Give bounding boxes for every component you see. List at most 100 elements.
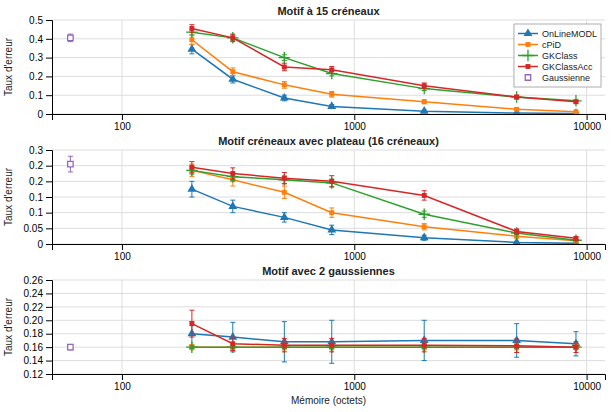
y-tick: 0 — [37, 109, 52, 120]
y-tick: 0.16 — [24, 342, 52, 353]
marker — [420, 106, 429, 114]
marker — [570, 234, 581, 244]
y-tick: 0.24 — [24, 288, 52, 299]
x-tick-label: 1000 — [344, 251, 367, 262]
y-tick: 0.20 — [24, 315, 52, 326]
y-tick-mark — [46, 293, 52, 294]
title: Motif à 15 créneaux — [277, 5, 380, 17]
series — [187, 320, 580, 363]
marker — [420, 233, 429, 241]
marker — [189, 321, 194, 326]
y-tick: 0.5 — [29, 15, 52, 26]
marker — [574, 236, 579, 241]
y-tick-mark — [46, 244, 52, 245]
y-grid-line — [52, 197, 605, 198]
y-tick-label: 0 — [37, 109, 43, 120]
x-tick-mark — [122, 374, 123, 380]
x-tick-mark — [587, 374, 588, 380]
y-tick-mark — [46, 39, 52, 40]
x-tick: 10000 — [573, 114, 601, 132]
error-bar — [230, 68, 235, 76]
x-tick: 1000 — [344, 374, 367, 392]
legend-label: cPiD — [542, 40, 562, 50]
error-bar — [514, 95, 519, 99]
marker — [327, 225, 336, 233]
y-tick-mark — [46, 20, 52, 21]
y-axis-title: Taux d'erreur — [3, 167, 14, 226]
marker — [418, 208, 429, 219]
series — [68, 34, 73, 42]
y-axis-title: Taux d'erreur — [3, 37, 14, 96]
y-tick-mark — [46, 76, 52, 77]
y-tick-mark — [46, 307, 52, 308]
series-line — [192, 189, 576, 243]
error-bar — [189, 162, 194, 173]
x-axis: 100100010000 — [53, 114, 606, 132]
error-bar — [329, 91, 334, 97]
x-tick-mark — [354, 244, 355, 250]
error-bar — [282, 338, 287, 351]
y-tick: 0.1 — [29, 207, 52, 218]
x-tick-mark — [122, 244, 123, 250]
error-bar — [282, 63, 287, 71]
y-tick-label: 0.12 — [24, 369, 44, 380]
y-tick-mark — [46, 181, 52, 182]
marker — [574, 99, 579, 104]
y-tick-mark — [46, 334, 52, 335]
y-tick-mark — [46, 347, 52, 348]
y-tick-mark — [46, 114, 52, 115]
y-grid-line — [52, 293, 605, 294]
legend-entry: GKClass — [518, 50, 578, 61]
error-bar — [282, 81, 287, 88]
x-tick-label: 10000 — [573, 381, 601, 392]
grid — [52, 150, 605, 244]
y-tick: 0 — [37, 239, 52, 250]
y-tick-label: 0.14 — [24, 355, 44, 366]
error-bar — [68, 34, 73, 42]
marker — [422, 224, 427, 229]
y-grid-line — [52, 280, 605, 281]
x-axis-title: Mémoire (octets) — [291, 395, 366, 406]
y-tick-label: 0.24 — [24, 288, 44, 299]
marker — [230, 35, 235, 40]
y-tick-label: 0.2 — [29, 71, 43, 82]
y-tick: 0.4 — [29, 34, 52, 45]
error-bar — [573, 342, 578, 353]
legend-label: Gaussienne — [542, 73, 590, 83]
legend: OnLineMODLcPiDGKClassGKClassAccGaussienn… — [514, 24, 601, 87]
marker — [329, 179, 334, 184]
marker — [422, 99, 427, 104]
error-bar — [422, 224, 427, 230]
marker — [230, 69, 235, 74]
panel: 10010001000000.10.20.30.40.5Motif à 15 c… — [3, 5, 606, 132]
marker — [329, 67, 334, 72]
series-line — [192, 170, 576, 241]
x-axis-line — [53, 375, 606, 381]
series — [186, 341, 582, 352]
marker — [68, 344, 73, 349]
y-tick-mark — [46, 58, 52, 59]
y-tick-mark — [46, 320, 52, 321]
x-axis: 100100010000 — [53, 374, 606, 392]
y-tick-label: 0.22 — [24, 302, 44, 313]
error-bar — [68, 344, 73, 349]
x-tick: 10000 — [573, 374, 601, 392]
marker — [230, 171, 235, 176]
y-tick-mark — [46, 213, 52, 214]
marker — [189, 26, 194, 31]
error-bar — [68, 156, 73, 172]
series — [189, 162, 578, 241]
y-tick-mark — [46, 361, 52, 362]
marker — [228, 201, 237, 209]
error-bar — [329, 208, 334, 217]
error-bar — [282, 173, 287, 184]
y-tick: 0.2 — [29, 71, 52, 82]
x-tick-mark — [354, 374, 355, 380]
legend-entry: Gaussienne — [525, 73, 590, 83]
error-bar — [422, 338, 427, 351]
legend-label: OnLineMODL — [542, 29, 597, 39]
error-bar — [230, 34, 235, 42]
series — [189, 164, 578, 243]
y-tick: 0.2 — [29, 176, 52, 187]
marker — [514, 343, 519, 348]
